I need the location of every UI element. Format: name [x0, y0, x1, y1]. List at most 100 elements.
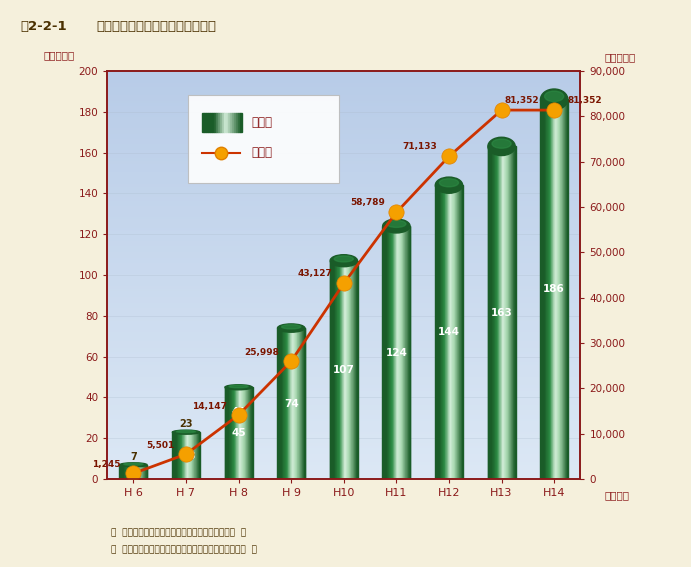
Bar [452, 185, 453, 479]
Bar [293, 328, 294, 479]
Bar [505, 146, 506, 479]
Bar [449, 185, 450, 479]
Bar [511, 146, 512, 479]
Bar [355, 261, 356, 479]
Bar [240, 387, 241, 479]
Bar [128, 465, 129, 479]
Bar [279, 328, 280, 479]
Bar [239, 387, 240, 479]
Bar [389, 226, 390, 479]
Bar [143, 465, 144, 479]
Bar [496, 146, 497, 479]
Ellipse shape [278, 324, 305, 332]
Bar [435, 185, 436, 479]
Bar [129, 465, 130, 479]
Bar [191, 432, 192, 479]
Bar [211, 112, 214, 132]
Ellipse shape [488, 137, 515, 155]
Bar [193, 432, 194, 479]
Ellipse shape [545, 91, 564, 101]
Bar [184, 432, 185, 479]
Bar [490, 146, 491, 479]
Bar [547, 99, 548, 479]
Bar [299, 328, 300, 479]
Text: 生徒数: 生徒数 [252, 146, 272, 159]
Bar [141, 465, 142, 479]
Bar [388, 226, 389, 479]
Text: 45: 45 [232, 407, 245, 417]
Bar [132, 465, 133, 479]
Bar [222, 112, 224, 132]
Bar [443, 185, 444, 479]
Bar [188, 432, 189, 479]
Bar [343, 261, 344, 479]
Bar [224, 112, 226, 132]
Bar [252, 387, 253, 479]
Bar [245, 387, 246, 479]
Bar [553, 99, 554, 479]
Bar [122, 465, 123, 479]
Bar [335, 261, 336, 479]
Bar [508, 146, 509, 479]
Bar [437, 185, 439, 479]
Bar [283, 328, 284, 479]
Bar [185, 432, 186, 479]
Bar [173, 432, 174, 479]
Text: 7: 7 [130, 452, 137, 462]
Bar [243, 387, 244, 479]
Bar [397, 226, 398, 479]
Bar [541, 99, 542, 479]
Bar [444, 185, 445, 479]
Bar [277, 328, 278, 479]
Bar [552, 99, 553, 479]
Bar [542, 99, 543, 479]
Bar [561, 99, 562, 479]
Bar [246, 387, 247, 479]
Bar [386, 226, 387, 479]
Bar [227, 387, 228, 479]
Bar [196, 432, 197, 479]
Bar [409, 226, 410, 479]
Bar [231, 387, 232, 479]
Bar [220, 112, 222, 132]
Bar [557, 99, 558, 479]
Bar [142, 465, 143, 479]
Bar [227, 112, 230, 132]
Bar [499, 146, 500, 479]
Bar [566, 99, 567, 479]
Bar [288, 328, 289, 479]
Bar [303, 328, 304, 479]
Bar [512, 146, 513, 479]
Bar [551, 99, 552, 479]
Bar [353, 261, 354, 479]
Bar [210, 112, 212, 132]
Bar [497, 146, 498, 479]
Bar [440, 185, 441, 479]
Bar [461, 185, 462, 479]
Bar [206, 112, 208, 132]
Bar [330, 261, 331, 479]
Bar [218, 112, 220, 132]
Bar [226, 387, 227, 479]
Bar [296, 328, 297, 479]
Bar [304, 328, 305, 479]
Text: 学校数: 学校数 [252, 116, 272, 129]
Bar [135, 465, 136, 479]
Bar [556, 99, 557, 479]
Ellipse shape [435, 177, 463, 193]
Bar [130, 465, 131, 479]
Bar [501, 146, 502, 479]
Bar [176, 432, 177, 479]
Bar [139, 465, 140, 479]
Bar [131, 465, 132, 479]
Bar [351, 261, 352, 479]
Bar [567, 99, 568, 479]
Text: 58,789: 58,789 [350, 198, 385, 208]
Bar [234, 112, 236, 132]
Bar [244, 387, 245, 479]
Bar [491, 146, 492, 479]
Bar [214, 112, 216, 132]
Text: 144: 144 [438, 327, 460, 337]
Bar [395, 226, 396, 479]
Text: 14,147: 14,147 [192, 402, 227, 411]
